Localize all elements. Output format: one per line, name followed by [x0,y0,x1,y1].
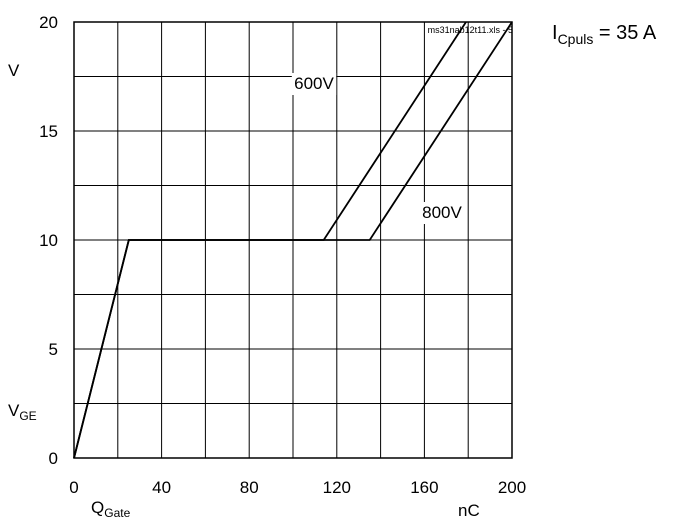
condition-rest: = 35 A [593,22,656,44]
plot-frame [73,21,513,459]
series-line-800v [73,21,513,459]
x-tick-label: 0 [69,478,78,497]
x-axis-label-sub: Gate [104,506,130,520]
source-tag: ms31nab12t11.xls - 5 [428,25,513,35]
x-axis-label-main: Q [91,498,104,517]
series-label-bg [419,202,465,224]
x-tick-label: 120 [323,478,351,497]
series-label-bg [291,73,337,95]
tick-labels: 0 40 80 120 160 200 0 5 10 15 20 [39,13,526,497]
y-axis-label-sub: GE [19,409,36,423]
y-tick-label: 15 [39,122,58,141]
y-unit-label: V [8,61,20,80]
condition-sub: Cpuls [558,31,594,47]
condition-label: ICpuls = 35 A [552,22,657,47]
y-tick-label: 20 [39,13,58,32]
series-label-600v: 600V [294,74,334,93]
x-axis-label: QGate [91,498,131,520]
x-unit-label: nC [458,501,480,520]
x-tick-label: 40 [152,478,171,497]
y-axis-label-main: V [8,401,20,420]
y-tick-label: 0 [49,449,58,468]
series-labels: 600V 800V [291,73,465,224]
x-tick-label: 80 [240,478,259,497]
y-tick-label: 10 [39,231,58,250]
condition-main: I [552,22,558,44]
series-label-800v: 800V [422,203,462,222]
y-tick-label: 5 [49,340,58,359]
x-tick-label: 160 [410,478,438,497]
y-axis-label: VGE [8,401,37,423]
x-tick-label: 200 [498,478,526,497]
series-group [73,21,513,459]
